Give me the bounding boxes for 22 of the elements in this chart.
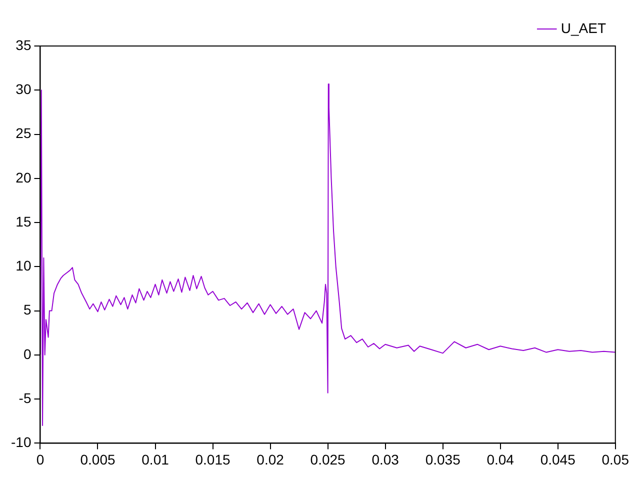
y-tick-label: -10 — [11, 434, 32, 450]
x-tick-label: 0.02 — [256, 451, 284, 468]
y-tick-label: 5 — [23, 302, 32, 318]
y-tick-label: 20 — [16, 169, 32, 186]
x-tick-label: 0 — [36, 451, 44, 468]
x-tick-label: 0.045 — [540, 451, 576, 468]
x-tick-label: 0.035 — [425, 451, 461, 468]
y-tick-label: 35 — [16, 36, 32, 53]
x-tick-label: 0.005 — [80, 451, 116, 468]
legend-label: U_AET — [560, 20, 606, 36]
y-tick-label: 25 — [16, 125, 32, 142]
x-tick-label: 0.015 — [195, 451, 230, 468]
y-tick-label: 10 — [16, 258, 32, 274]
x-tick-label: 0.025 — [310, 451, 346, 468]
x-tick-label: 0.01 — [142, 451, 170, 468]
y-tick-label: 0 — [23, 346, 32, 362]
x-tick-label: 0.05 — [602, 451, 630, 468]
x-tick-label: 0.03 — [372, 451, 400, 468]
y-tick-label: 15 — [16, 213, 32, 230]
x-tick-label: 0.04 — [486, 451, 514, 468]
y-tick-label: 30 — [16, 80, 32, 97]
y-tick-label: -5 — [18, 390, 32, 406]
